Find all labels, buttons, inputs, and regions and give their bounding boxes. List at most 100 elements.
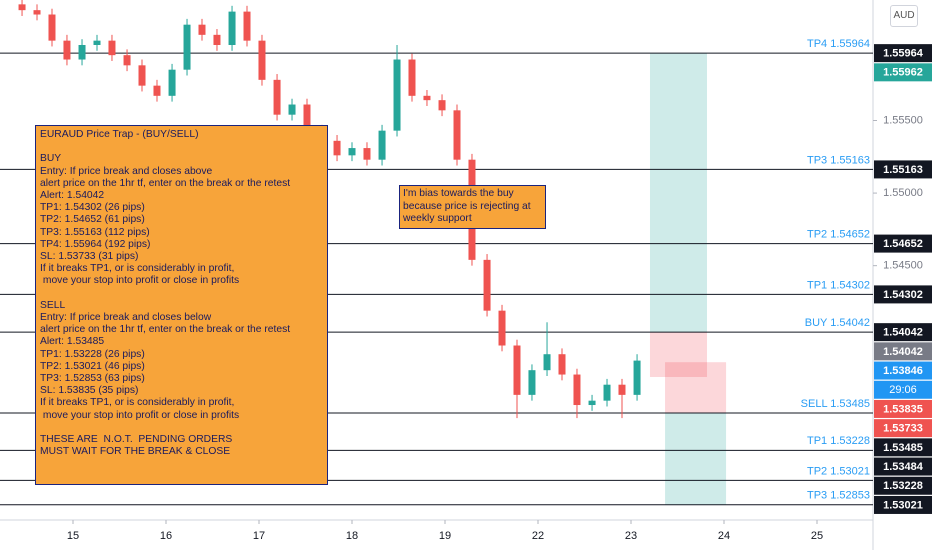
note-line: THESE ARE N.O.T. PENDING ORDERS xyxy=(40,434,233,446)
level-label: TP2 1.53021 xyxy=(807,465,870,477)
note-line: TP2: 1.53021 (46 pips) xyxy=(40,360,145,372)
price-label-box xyxy=(874,361,932,380)
candle-body xyxy=(393,59,401,131)
note-block: THESE ARE N.O.T. PENDING ORDERS MUST WAIT… xyxy=(40,434,323,458)
x-tick-label: 19 xyxy=(439,530,451,542)
level-label: BUY 1.54042 xyxy=(805,317,870,329)
price-label: 1.53835 xyxy=(883,403,923,415)
price-label: 1.54042 xyxy=(883,346,923,358)
price-label: 1.53733 xyxy=(883,423,923,435)
candle-body xyxy=(618,384,626,395)
candle-body xyxy=(633,360,641,395)
price-label-box xyxy=(874,285,932,304)
note-line: TP3: 1.55163 (112 pips) xyxy=(40,226,150,238)
price-label: 1.53484 xyxy=(883,461,924,473)
trade-plan-note: EURAUD Price Trap - (BUY/SELL) BUY Entry: … xyxy=(35,125,328,485)
candle-body xyxy=(18,4,26,11)
note-line: BUY xyxy=(40,153,62,165)
note-line: TP1: 1.54302 (26 pips) xyxy=(40,202,145,214)
candle-body xyxy=(108,40,116,56)
candle-body xyxy=(573,374,581,406)
x-tick-label: 22 xyxy=(532,530,544,542)
note-line: Entry: If price break and closes below xyxy=(40,312,212,324)
note-line: TP1: 1.53228 (26 pips) xyxy=(40,348,145,360)
note-line: because price is rejecting at xyxy=(403,200,531,212)
x-tick-label: 15 xyxy=(67,530,79,542)
candle-body xyxy=(378,130,386,160)
price-label-box xyxy=(874,342,932,361)
candle-body xyxy=(228,11,236,46)
candle-body xyxy=(558,354,566,375)
note-line: move your stop into profit or close in p… xyxy=(40,409,240,421)
candle-body xyxy=(153,85,161,96)
candle-body xyxy=(453,110,461,160)
price-label-box xyxy=(874,44,932,63)
candle-body xyxy=(588,400,596,406)
x-tick-label: 23 xyxy=(625,530,637,542)
x-tick-label: 24 xyxy=(718,530,730,542)
price-label-box xyxy=(874,399,932,418)
price-label: 1.54042 xyxy=(883,327,923,339)
note-line: If it breaks TP1, or is considerably in … xyxy=(40,397,235,409)
x-tick-label: 16 xyxy=(160,530,172,542)
candle-body xyxy=(543,354,551,371)
note-line: Alert: 1.54042 xyxy=(40,190,105,201)
candle-body xyxy=(48,14,56,41)
price-label-box xyxy=(874,457,932,476)
price-label: 1.55964 xyxy=(883,48,924,60)
y-tick-label: 1.55500 xyxy=(883,114,923,126)
x-tick-label: 18 xyxy=(346,530,358,542)
note-line: SELL xyxy=(40,299,66,311)
price-label-box xyxy=(874,476,932,495)
level-label: TP1 1.54302 xyxy=(807,279,870,291)
note-line: weekly support xyxy=(403,213,472,224)
price-label: 1.53485 xyxy=(883,442,923,454)
candle-body xyxy=(438,100,446,111)
candle-body xyxy=(273,79,281,115)
note-line: TP4: 1.55964 (192 pips) xyxy=(40,238,151,250)
price-label-box xyxy=(874,495,932,514)
price-label: 1.53228 xyxy=(883,480,923,492)
note-line: If it breaks TP1, or is considerably in … xyxy=(40,263,235,275)
level-label: TP3 1.55163 xyxy=(807,154,870,166)
price-label: 1.54302 xyxy=(883,289,923,301)
price-label: 1.53021 xyxy=(883,499,923,511)
stop-zone xyxy=(665,362,727,414)
note-line: EURAUD Price Trap - (BUY/SELL) xyxy=(40,129,199,140)
note-line: alert price on the 1hr tf, enter on the … xyxy=(40,324,291,336)
x-tick-label: 25 xyxy=(811,530,823,542)
note-line: SL: 1.53835 (35 pips) xyxy=(40,385,139,397)
price-label-box xyxy=(874,63,932,82)
comment-note: I'm bias towards the buy because price is… xyxy=(399,185,546,229)
price-label: 1.54652 xyxy=(883,238,923,250)
note-line: TP2: 1.54652 (61 pips) xyxy=(40,214,145,226)
candle-body xyxy=(288,104,296,115)
level-label: TP1 1.53228 xyxy=(807,435,870,447)
note-line: move your stop into profit or close in p… xyxy=(40,275,240,287)
price-label-box xyxy=(874,438,932,457)
candle-body xyxy=(213,34,221,46)
candle-body xyxy=(93,40,101,46)
candle-body xyxy=(303,104,311,131)
note-block: I'm bias towards the buy because price is… xyxy=(403,188,542,226)
level-label: TP4 1.55964 xyxy=(807,38,870,50)
note-line: Entry: If price break and closes above xyxy=(40,165,213,177)
price-label-box xyxy=(874,323,932,342)
candle-body xyxy=(333,140,341,156)
candle-body xyxy=(33,10,41,15)
x-tick-label: 17 xyxy=(253,530,265,542)
stop-zone xyxy=(649,332,707,378)
level-label: TP3 1.52853 xyxy=(807,490,870,502)
currency-label[interactable]: AUD xyxy=(890,5,918,27)
price-label-box xyxy=(874,160,932,179)
price-label: 1.55962 xyxy=(883,67,923,79)
candle-body xyxy=(183,24,191,70)
candle-body xyxy=(198,24,206,35)
candle-body xyxy=(603,384,611,401)
y-tick-label: 1.54500 xyxy=(883,260,923,272)
note-line: MUST WAIT FOR THE BREAK & CLOSE xyxy=(40,446,231,458)
candle-body xyxy=(483,259,491,311)
candle-body xyxy=(63,40,71,60)
